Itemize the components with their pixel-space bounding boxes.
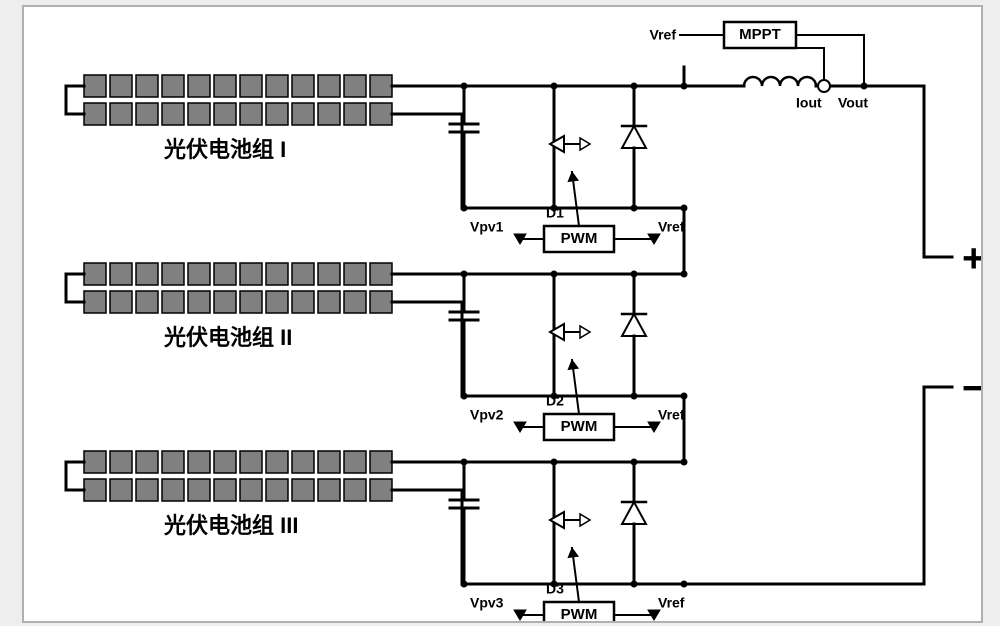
- svg-text:光伏电池组 I: 光伏电池组 I: [163, 137, 286, 162]
- svg-text:Vpv2: Vpv2: [470, 407, 504, 423]
- svg-text:PWM: PWM: [561, 230, 598, 247]
- svg-text:Vref: Vref: [658, 219, 685, 235]
- svg-text:光伏电池组 II: 光伏电池组 II: [163, 325, 292, 350]
- svg-text:Vpv1: Vpv1: [470, 219, 504, 235]
- diagram-canvas: 光伏电池组 I 光伏电池组 II 光伏电池组 III PWM D1 Vpv1 Vref PWM…: [22, 5, 983, 623]
- svg-text:−: −: [962, 367, 981, 411]
- svg-text:PWM: PWM: [561, 418, 598, 435]
- svg-text:Iout: Iout: [796, 95, 822, 111]
- svg-text:D2: D2: [546, 393, 564, 409]
- svg-text:Vref: Vref: [650, 27, 677, 43]
- svg-text:D1: D1: [546, 205, 564, 221]
- svg-text:+: +: [962, 237, 981, 281]
- svg-text:Vref: Vref: [658, 407, 685, 423]
- svg-text:D3: D3: [546, 581, 564, 597]
- svg-text:MPPT: MPPT: [739, 26, 781, 43]
- svg-text:PWM: PWM: [561, 606, 598, 621]
- svg-text:Vpv3: Vpv3: [470, 595, 504, 611]
- schematic-svg: 光伏电池组 I 光伏电池组 II 光伏电池组 III PWM D1 Vpv1 Vref PWM…: [24, 7, 981, 621]
- svg-text:Vout: Vout: [838, 95, 868, 111]
- svg-text:Vref: Vref: [658, 595, 685, 611]
- svg-text:光伏电池组 III: 光伏电池组 III: [163, 513, 298, 538]
